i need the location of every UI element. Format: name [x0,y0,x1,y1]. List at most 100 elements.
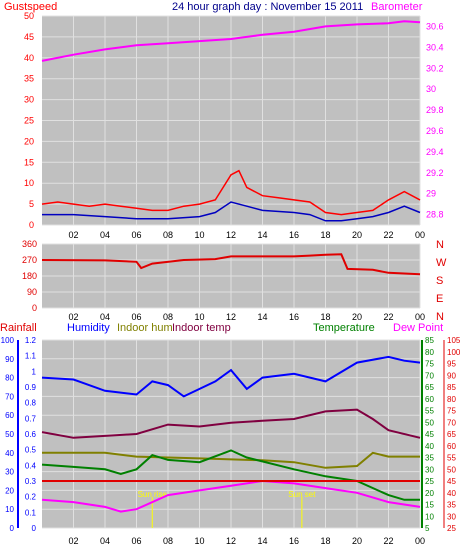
sun-marker-label: Sun set [288,490,316,499]
baro-tick-label: 28.8 [426,210,444,220]
rain-tick-label: 0.9 [25,383,37,392]
x-tick-label: 08 [163,230,173,240]
dew-tick-label: 90 [447,371,456,380]
rain-tick-label: 0.4 [25,461,37,470]
x-tick-label: 02 [68,536,78,546]
legend-indoor-temp: Indoor temp [172,322,231,334]
baro-tick-label: 30 [426,84,436,94]
legend-rainfall: Rainfall [0,322,37,334]
dew-tick-label: 40 [447,489,456,498]
climate-plot-grid [42,339,421,529]
x-tick-label: 04 [100,536,110,546]
temp-tick-label: 60 [425,395,434,404]
humidity-tick-label: 80 [5,374,14,383]
gust-tick-label: 45 [24,32,34,42]
direction-tick-label: 180 [22,271,37,281]
temp-tick-label: 25 [425,477,434,486]
humidity-tick-label: 20 [5,486,14,495]
dew-tick-label: 80 [447,395,456,404]
gust-tick-label: 0 [29,220,34,230]
x-tick-label: 18 [320,312,330,322]
dew-tick-label: 85 [447,383,456,392]
direction-plot-lines [41,253,421,276]
x-tick-label: 16 [289,230,299,240]
dew-tick-label: 75 [447,407,456,416]
compass-label: N [436,239,444,251]
series-humidity [41,355,421,398]
x-tick-label: 18 [320,230,330,240]
rain-tick-label: 0.3 [25,477,37,486]
rain-tick-label: 0.7 [25,414,37,423]
humidity-tick-label: 70 [5,392,14,401]
gust-tick-label: 20 [24,136,34,146]
series-temperature [41,449,420,501]
x-tick-label: 02 [68,312,78,322]
legend-indoor-hum: Indoor hum [117,322,173,334]
compass-label: S [436,275,443,287]
x-tick-label: 02 [68,230,78,240]
wind-plot-lines [41,20,421,222]
dew-tick-label: 95 [447,360,456,369]
sun-marker-label: Sun rise [138,490,168,499]
climate-plot-lines: Sun rise Sun set [41,355,421,528]
series-indoor-hum [42,451,420,469]
dew-tick-label: 60 [447,442,456,451]
x-tick-label: 14 [257,536,267,546]
gust-tick-label: 10 [24,178,34,188]
dew-tick-label: 55 [447,454,456,463]
temp-tick-label: 50 [425,418,434,427]
gust-tick-label: 30 [24,95,34,105]
direction-tick-label: 0 [32,303,37,313]
rain-tick-label: 0.8 [25,399,37,408]
x-tick-label: 04 [100,312,110,322]
dew-tick-label: 100 [447,348,461,357]
series-indoor-temp [41,408,421,439]
x-tick-label: 16 [289,312,299,322]
gustspeed-axis-label: Gustspeed [4,1,57,13]
x-tick-label: 22 [383,230,393,240]
x-tick-label: 00 [415,536,425,546]
wind-plot-ticks: 0 5 10 15 20 25 30 35 40 45 50 28.8 29 29.2 29.4 29.6 29… [24,11,444,240]
direction-tick-label: 360 [22,239,37,249]
rain-tick-label: 1 [32,367,37,376]
humidity-tick-label: 100 [1,336,15,345]
humidity-tick-label: 0 [10,524,15,533]
dew-tick-label: 45 [447,477,456,486]
dew-tick-label: 50 [447,465,456,474]
temp-tick-label: 70 [425,371,434,380]
temp-tick-label: 40 [425,442,434,451]
gust-tick-label: 40 [24,53,34,63]
x-tick-label: 10 [194,536,204,546]
x-tick-label: 10 [194,312,204,322]
temp-tick-label: 20 [425,489,434,498]
baro-tick-label: 29 [426,189,436,199]
temp-tick-label: 65 [425,383,434,392]
x-tick-label: 20 [352,312,362,322]
x-tick-label: 06 [131,536,141,546]
legend-humidity: Humidity [67,322,110,334]
baro-tick-label: 29.6 [426,126,444,136]
x-tick-label: 12 [226,312,236,322]
humidity-tick-label: 40 [5,449,14,458]
dew-tick-label: 35 [447,501,456,510]
dew-tick-label: 25 [447,524,456,533]
rain-tick-label: 0.1 [25,508,37,517]
barometer-axis-label: Barometer [371,1,423,13]
x-tick-label: 20 [352,230,362,240]
baro-tick-label: 30.4 [426,42,444,52]
rain-tick-label: 1.2 [25,336,37,345]
temp-tick-label: 10 [425,512,434,521]
series-gustspeed [41,169,421,216]
x-tick-label: 10 [194,230,204,240]
rain-tick-label: 0.5 [25,446,37,455]
x-tick-label: 08 [163,312,173,322]
humidity-tick-label: 10 [5,505,14,514]
series-barometer [41,20,421,62]
x-tick-label: 18 [320,536,330,546]
x-tick-label: 12 [226,230,236,240]
humidity-tick-label: 60 [5,411,14,420]
gust-tick-label: 5 [29,199,34,209]
x-tick-label: 00 [415,230,425,240]
x-tick-label: 06 [131,230,141,240]
